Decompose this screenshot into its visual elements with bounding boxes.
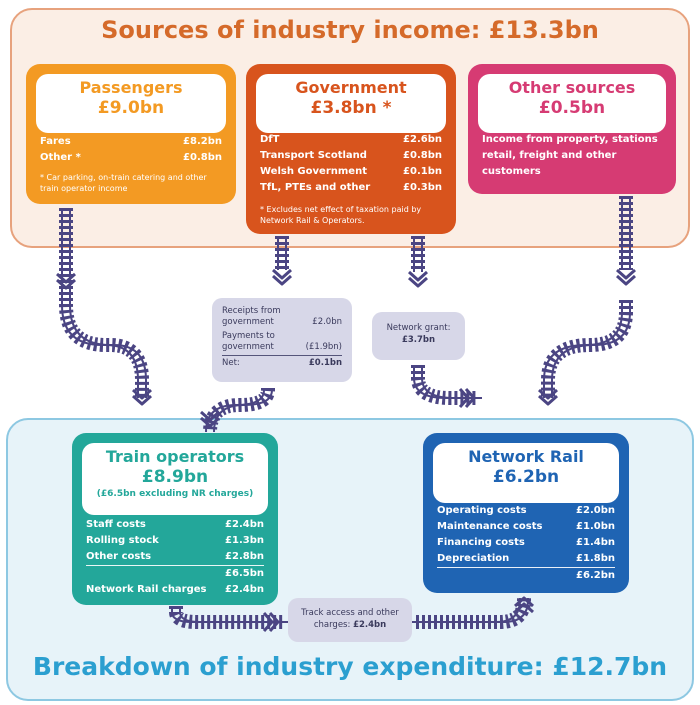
track-other-lower-rail xyxy=(551,300,631,398)
payments-row: Payments to government (£1.9bn) xyxy=(222,331,342,352)
track-access-value: £2.4bn xyxy=(353,620,387,630)
network-rail-row: Operating costs £2.0bn xyxy=(437,505,615,516)
train-operators-sub: (£6.5bn excluding NR charges) xyxy=(96,489,254,499)
government-amount: £3.8bn * xyxy=(310,98,392,118)
passengers-row: Fares £8.2bn xyxy=(40,136,222,147)
arrow-government-receipts xyxy=(272,268,292,286)
train-operators-rows: Staff costs £2.4bn Rolling stock £1.3bn Ot… xyxy=(86,517,264,598)
arrow-operators-access xyxy=(262,612,280,632)
arrow-group xyxy=(56,268,636,632)
track-access-to-network-rail-sleepers xyxy=(416,598,531,629)
income-title: Sources of industry income: £13.3bn xyxy=(101,16,599,44)
track-other-lower-rail xyxy=(543,300,623,398)
track-receipts-to-operators-sleepers xyxy=(203,388,275,433)
track-passengers-to-operators-sleepers xyxy=(59,208,149,398)
receipts-box: Receipts from government £2.0bn Payments… xyxy=(212,298,352,382)
track-operators-to-access-sleepers xyxy=(169,606,284,629)
passengers-rows: Fares £8.2bn Other * £0.8bn xyxy=(40,134,222,166)
arrow-other xyxy=(616,268,636,286)
track-access-box: Track access and other charges: £2.4bn xyxy=(288,598,412,642)
train-operators-card: Train operators £8.9bn (£6.5bn excluding… xyxy=(72,433,278,605)
track-operators-to-access-rail xyxy=(179,606,288,623)
arrow-government-grant xyxy=(408,270,428,288)
track-other-lower-sleepers xyxy=(541,300,633,398)
track-passengers-to-operators-rail xyxy=(69,208,147,398)
passengers-row: Other * £0.8bn xyxy=(40,152,222,163)
government-row: TfL, PTEs and other £0.3bn xyxy=(260,182,442,193)
network-rail-row: Depreciation £1.8bn xyxy=(437,553,615,564)
network-rail-row: Financing costs £1.4bn xyxy=(437,537,615,548)
train-operators-row: Rolling stock £1.3bn xyxy=(86,535,264,546)
other-sources-card: Other sources £0.5bn Income from propert… xyxy=(468,64,676,194)
government-rows: DfT £2.6bn Transport Scotland £0.8bn Welsh… xyxy=(260,132,442,196)
passengers-name: Passengers xyxy=(79,78,183,97)
passengers-note: * Car parking, on-train catering and oth… xyxy=(40,173,207,193)
government-row: DfT £2.6bn xyxy=(260,134,442,145)
train-operators-row: Staff costs £2.4bn xyxy=(86,519,264,530)
train-operators-header: Train operators £8.9bn (£6.5bn excluding… xyxy=(82,443,268,515)
government-row: Welsh Government £0.1bn xyxy=(260,166,442,177)
government-name: Government xyxy=(295,78,407,97)
expenditure-title: Breakdown of industry expenditure: £12.7… xyxy=(32,652,668,681)
network-rail-amount: £6.2bn xyxy=(492,467,560,487)
track-passengers-to-operators-rail xyxy=(61,208,139,398)
arrow-grant-network-rail xyxy=(458,388,476,408)
government-note: * Excludes net effect of taxation paid b… xyxy=(260,205,422,225)
network-rail-total: £6.2bn xyxy=(437,567,615,584)
network-rail-header: Network Rail £6.2bn xyxy=(433,443,619,503)
network-rail-card: Network Rail £6.2bn Operating costs £2.0b… xyxy=(423,433,629,593)
network-rail-charges-row: Network Rail charges £2.4bn xyxy=(86,584,264,595)
government-header: Government £3.8bn * xyxy=(256,74,446,133)
passengers-card: Passengers £9.0bn Fares £8.2bn Other * £0.… xyxy=(26,64,236,204)
passengers-header: Passengers £9.0bn xyxy=(36,74,226,133)
government-row: Transport Scotland £0.8bn xyxy=(260,150,442,161)
track-grant-to-network-rail-rail xyxy=(421,365,482,399)
other-sources-name: Other sources xyxy=(508,78,636,97)
network-grant-value: £3.7bn xyxy=(401,335,436,345)
receipts-row: Receipts from government £2.0bn xyxy=(222,306,342,327)
government-card: Government £3.8bn * DfT £2.6bn Transport … xyxy=(246,64,456,234)
network-grant-box: Network grant: £3.7bn xyxy=(372,312,465,360)
other-sources-header: Other sources £0.5bn xyxy=(478,74,666,133)
network-grant-label: Network grant: xyxy=(386,323,451,333)
track-access-label: Track access and other charges: xyxy=(301,608,399,630)
arrow-network-rail-in xyxy=(538,388,558,406)
network-rail-row: Maintenance costs £1.0bn xyxy=(437,521,615,532)
network-rail-rows: Operating costs £2.0bn Maintenance costs £… xyxy=(437,503,615,584)
train-operators-amount: £8.9bn xyxy=(141,467,209,487)
other-sources-amount: £0.5bn xyxy=(538,98,606,118)
train-operators-subtotal: £6.5bn xyxy=(86,565,264,582)
arrow-operators-in xyxy=(132,388,152,406)
train-operators-row: Other costs £2.8bn xyxy=(86,551,264,562)
arrow-receipts-operators xyxy=(200,410,220,428)
net-row: Net: £0.1bn xyxy=(222,355,342,369)
other-sources-text: Income from property, stations retail, f… xyxy=(482,134,658,177)
arrow-access-network-rail xyxy=(514,596,534,614)
train-operators-name: Train operators xyxy=(105,447,245,466)
network-rail-name: Network Rail xyxy=(468,447,584,466)
arrow-passengers xyxy=(56,272,76,290)
passengers-amount: £9.0bn xyxy=(97,98,165,118)
